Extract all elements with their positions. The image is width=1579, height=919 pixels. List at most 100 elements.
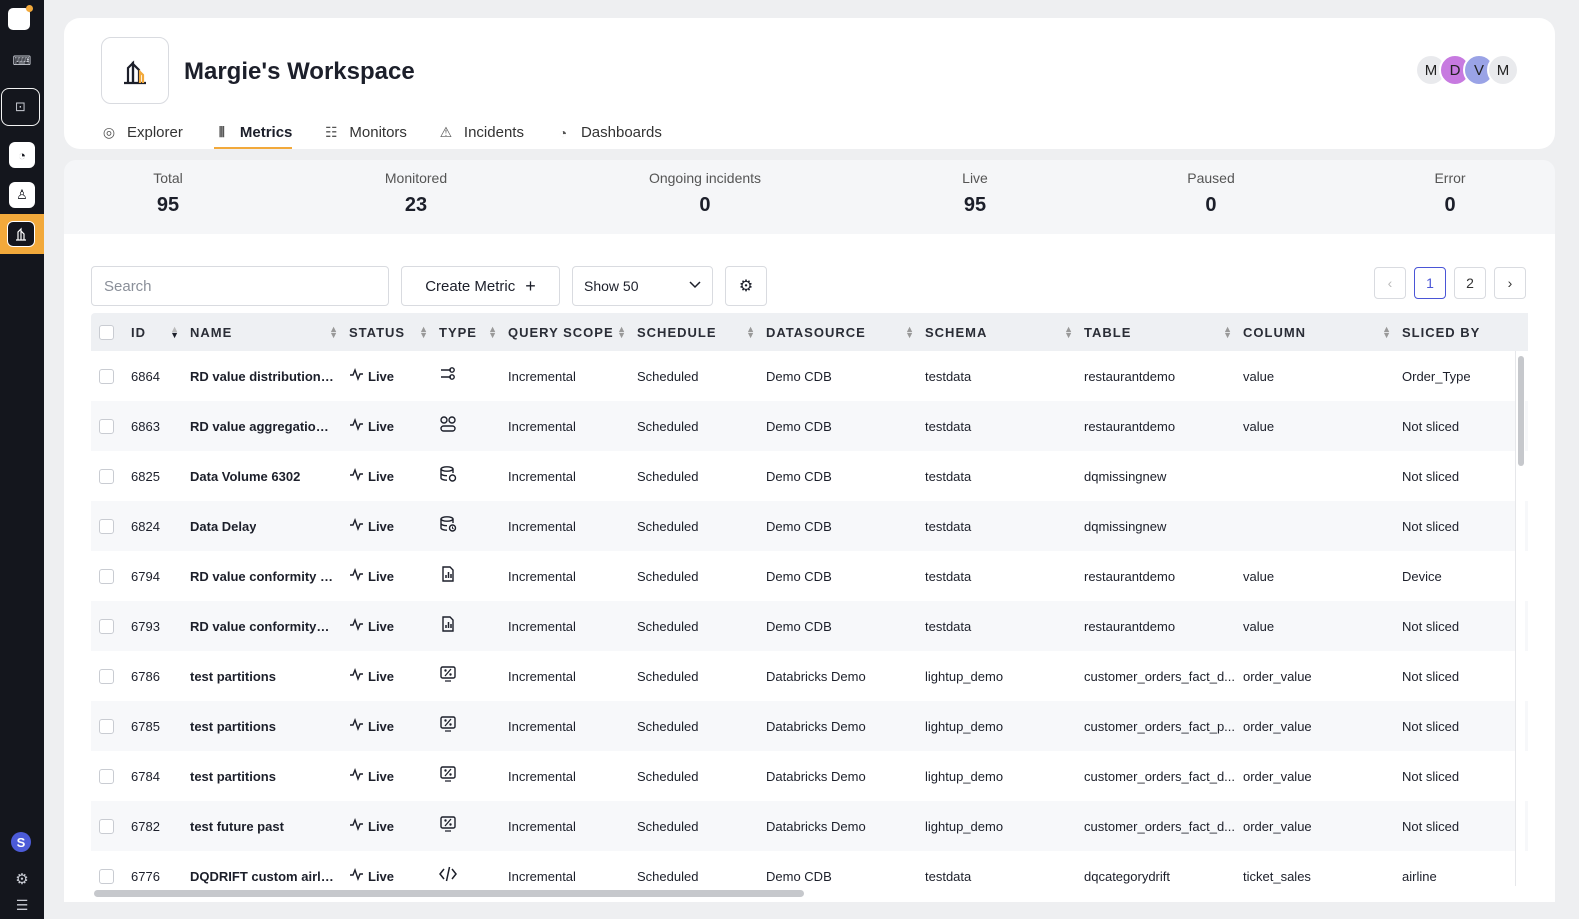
table-name: dqmissingnew: [1084, 469, 1243, 484]
column-header-id[interactable]: ID ▲ ▼: [131, 325, 190, 340]
tab-metrics[interactable]: ⫴ Metrics: [213, 116, 293, 149]
table-name-text: customer_orders_fact_p...: [1084, 718, 1236, 734]
row-checkbox[interactable]: [99, 518, 114, 534]
sort-icon[interactable]: ▲ ▼: [746, 324, 756, 340]
sort-icon[interactable]: ▲ ▼: [617, 324, 627, 340]
page-1-button[interactable]: 1: [1414, 267, 1446, 299]
stamp-nav-button[interactable]: ♙: [9, 182, 35, 208]
vertical-scroll-thumb[interactable]: [1518, 356, 1524, 466]
table-row[interactable]: 6782 test future past Live Incremental Sched…: [91, 801, 1528, 851]
table-row[interactable]: 6794 RD value conformity slic... Live Incre…: [91, 551, 1528, 601]
metric-type: [439, 565, 508, 588]
sort-icon[interactable]: ▲ ▼: [1382, 324, 1392, 340]
metric-name[interactable]: Data Delay: [190, 519, 349, 534]
page-size-select[interactable]: Show 50: [572, 266, 713, 306]
tab-dashboards[interactable]: ◔ Dashboards: [555, 116, 662, 149]
row-checkbox[interactable]: [99, 568, 114, 584]
explore-nav-button[interactable]: ⊡: [1, 88, 40, 126]
metric-name[interactable]: test future past: [190, 819, 349, 834]
keyboard-icon[interactable]: ⌨: [12, 53, 32, 68]
row-checkbox[interactable]: [99, 668, 114, 684]
metric-name[interactable]: test partitions: [190, 769, 349, 784]
row-checkbox[interactable]: [99, 868, 114, 884]
page-2-button[interactable]: 2: [1454, 267, 1486, 299]
table-row[interactable]: 6784 test partitions Live Incremental Schedu…: [91, 751, 1528, 801]
app-logo-icon[interactable]: [8, 8, 30, 30]
sort-icon[interactable]: ▲ ▼: [1064, 324, 1074, 340]
sort-icon[interactable]: ▲ ▼: [170, 324, 180, 340]
workspace-nav-button[interactable]: [7, 221, 35, 247]
row-checkbox[interactable]: [99, 768, 114, 784]
column-header-schedule[interactable]: SCHEDULE ▲ ▼: [637, 325, 766, 340]
sort-icon[interactable]: ▲ ▼: [488, 324, 498, 340]
row-checkbox[interactable]: [99, 818, 114, 834]
column-header-datasource[interactable]: DATASOURCE ▲ ▼: [766, 325, 925, 340]
vertical-scrollbar[interactable]: [1515, 351, 1525, 886]
sort-icon[interactable]: ▲ ▼: [905, 324, 915, 340]
table-row[interactable]: 6785 test partitions Live Incremental Schedu…: [91, 701, 1528, 751]
table-name: customer_orders_fact_d...: [1084, 769, 1243, 784]
table-settings-button[interactable]: ⚙: [725, 266, 767, 306]
sort-icon[interactable]: ▲ ▼: [419, 324, 429, 340]
table-row[interactable]: 6776 DQDRIFT custom airline... Live Increme…: [91, 851, 1528, 887]
metric-name[interactable]: test partitions: [190, 719, 349, 734]
next-page-button[interactable]: ›: [1494, 267, 1526, 299]
menu-list-icon[interactable]: ☰: [15, 896, 29, 913]
table-row[interactable]: 6824 Data Delay Live Incremental Scheduled De…: [91, 501, 1528, 551]
gear-icon[interactable]: ⚙: [15, 871, 29, 888]
horizontal-scrollbar[interactable]: [91, 887, 1528, 899]
metric-name[interactable]: Data Volume 6302: [190, 469, 349, 484]
select-all-checkbox[interactable]: [99, 324, 114, 340]
sort-icon[interactable]: ▲ ▼: [329, 324, 339, 340]
avatar[interactable]: M: [1487, 54, 1519, 86]
table-name: restaurantdemo: [1084, 419, 1243, 434]
table-row[interactable]: 6863 RD value aggregation d... Live Increme…: [91, 401, 1528, 451]
column-header-name[interactable]: NAME ▲ ▼: [190, 325, 349, 340]
column-name: order_value: [1243, 769, 1402, 784]
help-avatar[interactable]: S: [11, 832, 31, 852]
metric-name[interactable]: RD value conformity slic...: [190, 569, 349, 584]
table-row[interactable]: 6864 RD value distribution sli... Live Incr…: [91, 351, 1528, 401]
column-header-table[interactable]: TABLE ▲ ▼: [1084, 325, 1243, 340]
tab-monitors[interactable]: ☷ Monitors: [323, 116, 407, 149]
metric-name[interactable]: RD value conformity_Cl...: [190, 619, 349, 634]
query-scope-text: Incremental: [508, 518, 576, 534]
column-header-query-scope[interactable]: QUERY SCOPE ▲ ▼: [508, 325, 637, 340]
horizontal-scroll-thumb[interactable]: [94, 890, 804, 897]
metric-name[interactable]: RD value aggregation d...: [190, 419, 349, 434]
tab-explorer[interactable]: ◎ Explorer: [101, 116, 183, 149]
row-checkbox[interactable]: [99, 468, 114, 484]
row-checkbox[interactable]: [99, 418, 114, 434]
dashboard-nav-button[interactable]: ◔: [9, 142, 35, 168]
tab-incidents[interactable]: ⚠ Incidents: [438, 116, 524, 149]
table-name: dqcategorydrift: [1084, 869, 1243, 884]
prev-page-button[interactable]: ‹: [1374, 267, 1406, 299]
metric-name[interactable]: DQDRIFT custom airline...: [190, 869, 349, 884]
column-name-text: value: [1243, 368, 1275, 384]
column-header-type[interactable]: TYPE ▲ ▼: [439, 325, 508, 340]
row-checkbox[interactable]: [99, 718, 114, 734]
schedule-text: Scheduled: [637, 818, 699, 834]
search-input[interactable]: [91, 266, 389, 306]
stamp-icon: ♙: [16, 187, 28, 202]
query-scope: Incremental: [508, 569, 637, 584]
column-header-schema[interactable]: SCHEMA ▲ ▼: [925, 325, 1084, 340]
table-row[interactable]: 6825 Data Volume 6302 Live Incremental Sched…: [91, 451, 1528, 501]
create-metric-button[interactable]: Create Metric +: [401, 266, 560, 306]
row-checkbox[interactable]: [99, 618, 114, 634]
column-header-column[interactable]: COLUMN ▲ ▼: [1243, 325, 1402, 340]
table-row[interactable]: 6786 test partitions Live Incremental Schedu…: [91, 651, 1528, 701]
tab-label: Metrics: [239, 124, 293, 141]
sort-icon[interactable]: ▲ ▼: [1223, 324, 1233, 340]
column-header-sliced-by[interactable]: SLICED BY: [1402, 325, 1528, 340]
metric-status: Live: [349, 568, 439, 584]
avatar[interactable]: M: [1415, 54, 1447, 86]
column-header-status[interactable]: STATUS ▲ ▼: [349, 325, 439, 340]
metrics-panel: Create Metric + Show 50 ⚙ ‹12› ID ▲▼ NAME ▲…: [64, 234, 1555, 902]
metric-name[interactable]: RD value distribution sli...: [190, 369, 349, 384]
row-checkbox[interactable]: [99, 368, 114, 384]
table-row[interactable]: 6793 RD value conformity_Cl... Live Increme…: [91, 601, 1528, 651]
metric-name[interactable]: test partitions: [190, 669, 349, 684]
status-text: Live: [368, 368, 395, 384]
